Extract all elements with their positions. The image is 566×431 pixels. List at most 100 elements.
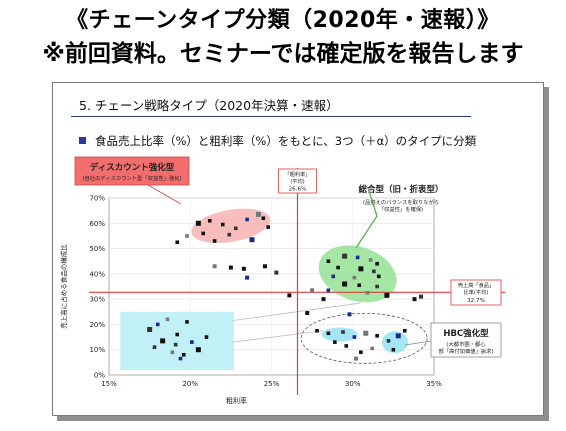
data-point [287,293,292,298]
data-point [175,240,180,245]
x-tick-label: 20% [182,380,198,388]
data-point [341,330,345,334]
avg-food-ratio-value: 32.7% [467,298,485,304]
data-point [212,239,217,243]
data-point [152,345,157,349]
y-tick-label: 0% [94,372,105,380]
data-point [352,335,357,339]
data-point [391,347,396,352]
data-point [395,333,401,339]
discount-label-desc: (自社のディスカウント型「収益性」強化) [82,174,181,182]
data-point [266,225,271,229]
data-point [245,275,250,280]
data-point [355,255,360,260]
y-axis-label: 売上高に占める食品の構成比 [59,244,68,329]
x-tick-label: 25% [264,380,280,388]
data-point [357,283,362,288]
hbc-label-title: HBC強化型 [443,328,489,339]
y-tick-label: 30% [89,296,105,304]
slide-image: 5. チェーン戦略タイプ（2020年決算・速報） 食品売上比率（%）と粗利率（%… [52,82,544,416]
data-point [336,265,340,270]
connector-line [232,302,361,322]
data-point [249,237,255,243]
data-point [227,232,232,237]
hbc-label-desc-line1: (大都市圏・都心 [446,340,486,348]
data-point [261,216,266,221]
data-point [305,311,310,316]
data-point [352,275,357,280]
data-point [375,334,379,338]
data-point [363,330,369,336]
data-point [256,211,261,217]
hbc-label-box [430,322,502,358]
discount-label-box [74,156,190,186]
y-tick-label: 70% [89,195,105,203]
slide-subtitle: 食品売上比率（%）と粗利率（%）をもとに、3つ（＋α）のタイプに分類 [79,133,476,149]
data-point [386,339,391,343]
data-point [241,266,246,271]
data-point [195,220,201,226]
header-title: 《チェーンタイプ分類（2020年・速報）》 [66,8,500,33]
avg-gross-margin-callout-title: 「粗利率」 [285,170,311,178]
discount-zone [191,208,271,244]
data-point [245,217,249,222]
data-point [165,317,170,322]
avg-gross-margin-value: 26.6% [289,187,307,193]
general-label-desc-line2: 「収益性」を確保) [379,205,423,213]
slide-title: 5. チェーン戦略タイプ（2020年決算・速報） [79,98,339,113]
data-point [178,356,183,361]
avg-food-ratio-callout-title: 売上高「食品」 [458,281,494,289]
data-point [310,288,315,293]
y-tick-label: 50% [89,245,105,253]
general-label-pointer [355,190,378,249]
data-point [354,356,358,361]
data-point [185,234,189,238]
data-point [342,281,348,287]
discount-label-pointer [147,184,182,205]
discount-label-title: ディスカウント強化型 [90,162,175,173]
data-point [326,259,331,264]
data-point [365,291,370,295]
data-point [342,253,348,259]
data-point [228,265,233,270]
y-tick-label: 10% [89,346,105,354]
y-tick-label: 20% [89,321,105,329]
data-point [372,269,376,274]
hbc-dashed-outline [300,312,428,364]
data-point [160,338,166,344]
y-tick-label: 40% [89,270,105,278]
data-point [155,322,160,327]
data-point [419,294,423,299]
avg-food-ratio-callout [450,279,502,306]
data-point [173,342,178,347]
hbc-label-desc-line2: 部「高付加価値」訴求) [438,347,493,355]
hbc-label-pointer [404,340,432,346]
data-point [358,266,364,272]
data-point [412,297,417,302]
data-point [326,331,331,336]
avg-gross-margin-callout [278,168,317,194]
unlabeled-group-box [120,311,235,370]
connector-line [232,330,324,343]
data-point [175,332,180,337]
data-point [333,340,337,344]
x-axis-label: 粗利率 [226,396,247,405]
data-point [344,344,349,348]
data-point [331,274,336,279]
avg-food-ratio-callout-sub: 比率(平均) [464,288,489,296]
x-tick-label: 35% [426,380,442,388]
data-point [185,320,189,324]
scatter-chart: 0% 10% 20% 30% 40% 50% 60% 70% 15% 20% 25% 30% 35% 粗利… [59,156,505,405]
data-point [368,258,373,262]
data-point [402,328,407,333]
hbc-zone-left [321,327,358,342]
general-label-title: 総合型（旧・折衷型） [358,184,443,195]
data-point [359,350,363,355]
x-tick-label: 15% [101,380,117,388]
hbc-zone-right [382,331,408,354]
data-point [376,274,381,279]
data-point [384,292,390,298]
y-tick-label: 60% [89,220,105,228]
data-point [147,326,153,332]
data-point [195,347,201,353]
